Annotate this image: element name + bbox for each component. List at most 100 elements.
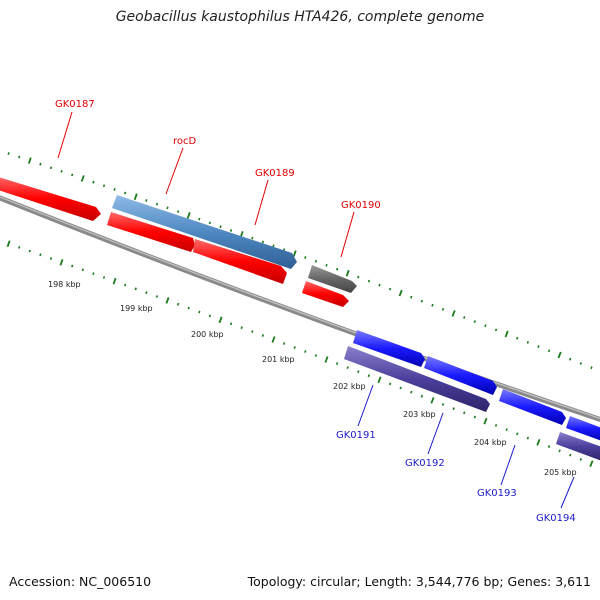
reverse-gene-labels: GK0191 GK0192 GK0193 GK0194	[336, 384, 576, 524]
scale-label-205kbp: 205 kbp	[544, 468, 577, 477]
outer-tick	[186, 212, 191, 219]
inner-tick	[420, 394, 424, 398]
inner-tick	[430, 397, 435, 404]
map-title: Geobacillus kaustophilus HTA426, complet…	[115, 9, 485, 25]
gene-label-rocd[interactable]: rocD	[173, 136, 197, 147]
outer-tick	[251, 236, 254, 240]
gene-arrow-rocd[interactable]	[107, 212, 195, 252]
inner-tick	[357, 370, 360, 374]
cds-bar-rocd[interactable]	[112, 195, 297, 269]
outer-tick	[208, 221, 212, 225]
inner-tick	[271, 336, 276, 343]
cds-bar-gk0191[interactable]	[344, 346, 490, 412]
gene-label-gk0192[interactable]: GK0192	[405, 458, 445, 469]
gene-label-gk0194[interactable]: GK0194	[536, 513, 576, 524]
outer-tick	[145, 199, 148, 202]
inner-tick	[494, 423, 498, 427]
outer-tick	[579, 362, 583, 365]
inner-tick	[399, 386, 402, 390]
outer-tick	[557, 351, 562, 359]
inner-tick	[124, 283, 127, 287]
inner-tick	[251, 330, 254, 333]
gene-label-gk0191[interactable]: GK0191	[336, 430, 376, 441]
outer-tick	[27, 157, 32, 164]
forward-gene-labels: GK0187 rocD GK0189 GK0190	[55, 99, 381, 258]
inner-tick	[187, 306, 190, 310]
inner-tick	[165, 297, 170, 304]
outer-tick	[431, 303, 434, 307]
inner-tick	[579, 457, 583, 461]
gene-label-gk0189[interactable]: GK0189	[255, 168, 295, 179]
outer-tick	[71, 173, 74, 177]
inner-tick	[526, 436, 530, 440]
leader-line-gk0190	[340, 211, 355, 258]
outer-tick	[345, 269, 350, 277]
gene-arrow-gk0187[interactable]	[0, 176, 101, 221]
outer-tick	[80, 175, 85, 182]
leader-line-gk0193	[500, 444, 516, 486]
inner-tick	[145, 291, 148, 295]
leader-line-gk0191	[357, 384, 374, 427]
inner-tick	[547, 445, 551, 448]
gene-arrow-gk0193[interactable]	[499, 389, 566, 425]
scale-label-203kbp: 203 kbp	[403, 410, 436, 419]
inner-tick	[569, 453, 572, 457]
gene-label-gk0193[interactable]: GK0193	[477, 488, 517, 499]
outer-tick	[133, 193, 138, 201]
outer-tick	[420, 299, 424, 303]
inner-tick	[176, 302, 180, 306]
inner-tick	[441, 403, 445, 406]
inner-tick	[367, 374, 371, 378]
outer-tick	[229, 229, 233, 232]
inner-tick	[377, 376, 382, 384]
inner-tick	[388, 382, 392, 386]
inner-tick	[304, 350, 307, 353]
inner-tick	[134, 287, 137, 291]
outer-tick	[463, 316, 466, 319]
outer-tick	[451, 310, 456, 317]
inner-tick	[81, 268, 84, 272]
inner-tick	[293, 346, 296, 349]
inner-tick	[558, 449, 561, 453]
outer-tick	[102, 184, 106, 188]
leader-line-gk0187	[57, 111, 73, 159]
outer-tick	[314, 259, 318, 263]
inner-tick	[198, 310, 201, 314]
inner-tick-row	[6, 240, 594, 468]
inner-tick	[92, 272, 95, 275]
leader-line-gk0194	[560, 476, 575, 509]
gene-arrow-gk0189[interactable]	[193, 239, 287, 284]
inner-tick	[18, 246, 21, 249]
outer-tick	[484, 324, 487, 328]
cds-bar-gk0194[interactable]	[556, 432, 600, 461]
gene-label-gk0190[interactable]: GK0190	[341, 200, 381, 211]
inner-tick	[505, 428, 508, 432]
outer-tick	[569, 357, 572, 361]
outer-tick	[113, 188, 116, 191]
gene-arrow-gk0190-other[interactable]	[308, 265, 357, 293]
inner-tick	[218, 316, 223, 324]
scale-label-201kbp: 201 kbp	[262, 355, 295, 364]
outer-tick	[7, 152, 10, 155]
outer-tick	[547, 349, 551, 353]
outer-tick	[526, 340, 530, 344]
gene-arrow-gk0192[interactable]	[424, 356, 497, 395]
outer-tick	[39, 162, 42, 166]
outer-tick	[357, 275, 360, 279]
outer-tick	[590, 366, 593, 370]
outer-tick	[473, 320, 477, 324]
outer-tick	[378, 283, 381, 287]
leader-line-rocd	[165, 147, 184, 195]
inner-tick	[155, 295, 159, 298]
inner-tick	[28, 249, 31, 253]
scale-label-202kbp: 202 kbp	[333, 382, 366, 391]
gene-arrow-gk0194[interactable]	[566, 416, 600, 441]
outer-tick	[325, 263, 328, 267]
gene-arrow-gk0191[interactable]	[353, 330, 425, 367]
gene-arrow-gk0190[interactable]	[302, 281, 349, 307]
gene-label-gk0187[interactable]: GK0187	[55, 99, 95, 110]
outer-tick	[304, 256, 307, 259]
outer-tick	[92, 180, 95, 184]
